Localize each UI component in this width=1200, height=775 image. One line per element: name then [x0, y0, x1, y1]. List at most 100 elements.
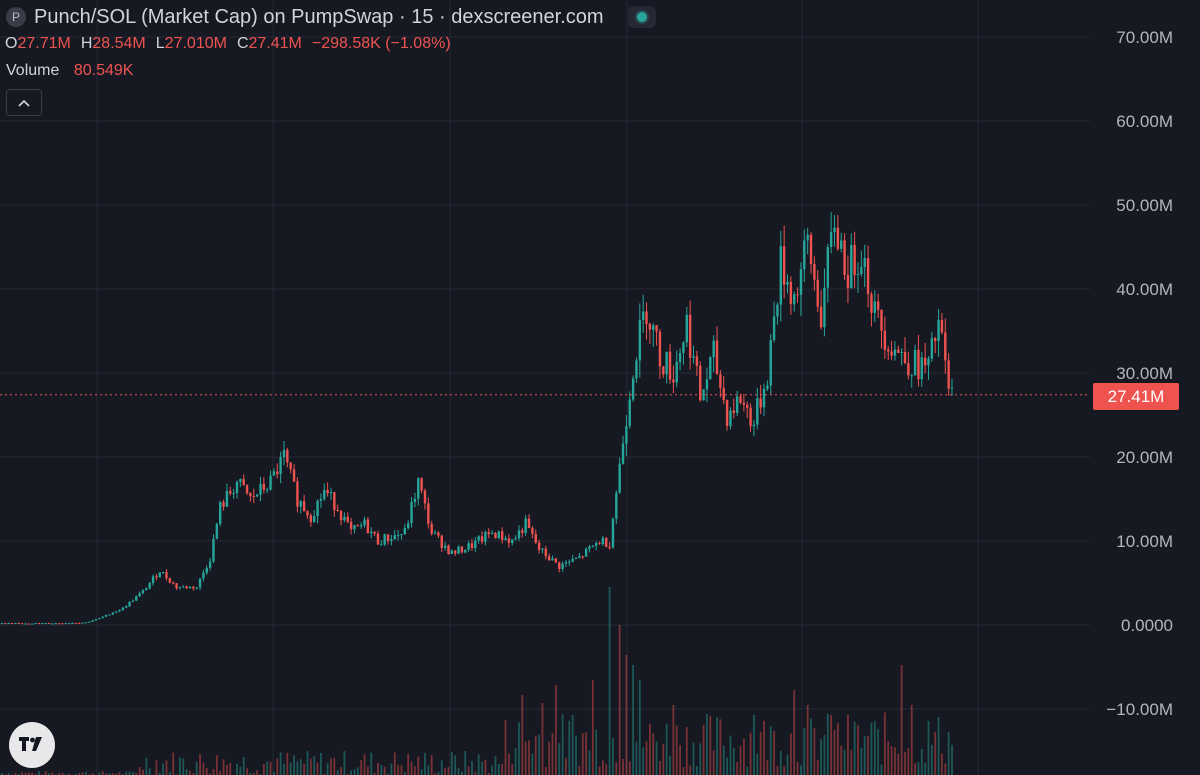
volume-bar: [531, 753, 534, 775]
candle-body: [88, 621, 91, 623]
candle-body: [537, 542, 541, 550]
volume-bar: [897, 753, 900, 775]
ohlc-legend: O 27.71M H 28.54M L 27.010M C 27.41M −29…: [5, 35, 461, 53]
candle-body: [353, 525, 356, 530]
volume-bar: [242, 757, 245, 775]
candle-body: [809, 234, 813, 265]
candle-body: [806, 234, 809, 241]
volume-bar: [111, 773, 114, 775]
candle-body: [57, 623, 61, 625]
candle-body: [605, 537, 608, 548]
volume-bar: [890, 746, 893, 775]
volume-bar: [155, 760, 158, 775]
candle-body: [913, 349, 917, 376]
volume-bar: [397, 764, 400, 775]
volume-bar: [635, 741, 638, 775]
volume-bar: [44, 771, 47, 775]
candle-body: [655, 325, 658, 332]
candle-body: [883, 330, 887, 350]
volume-bar: [766, 759, 769, 775]
candle-body: [685, 314, 689, 343]
volume-bar: [460, 771, 463, 775]
tradingview-logo-icon[interactable]: [9, 722, 55, 768]
volume-bar: [484, 759, 487, 775]
volume-legend: Volume 80.549K: [6, 62, 133, 80]
volume-bar: [947, 731, 950, 775]
volume-bar: [618, 625, 621, 775]
candle-body: [558, 562, 561, 569]
volume-bar: [31, 772, 34, 775]
volume-bar: [927, 720, 930, 775]
high-value: 28.54M: [92, 35, 146, 52]
candle-body: [84, 622, 88, 624]
candle-body: [326, 490, 329, 494]
volume-bar: [209, 773, 212, 775]
volume-bar: [61, 772, 64, 775]
y-tick-label: 40.00M: [1116, 280, 1173, 299]
volume-bar: [588, 750, 591, 775]
volume-bar: [162, 763, 165, 775]
volume-bar: [306, 750, 309, 775]
volume-bar: [360, 760, 363, 775]
candle-body: [591, 545, 595, 547]
volume-bar: [189, 770, 191, 775]
candle-body: [168, 578, 172, 583]
candle-body: [850, 244, 853, 289]
candle-body: [494, 532, 497, 539]
volume-bar: [877, 729, 880, 775]
volume-bar: [393, 752, 396, 775]
volume-bar: [756, 753, 759, 775]
candle-body: [339, 510, 343, 521]
candle-body: [296, 481, 299, 507]
candle-body: [272, 471, 276, 476]
volume-bar: [880, 764, 883, 775]
candle-body: [373, 531, 376, 534]
status-button[interactable]: [627, 6, 656, 28]
candle-body: [561, 563, 564, 569]
candle-body: [692, 356, 695, 358]
volume-bar: [652, 733, 655, 775]
volume-bar: [293, 755, 295, 775]
close-value: 27.41M: [248, 35, 302, 52]
volume-bar: [383, 766, 386, 775]
candle-body: [390, 539, 393, 541]
candle-body: [229, 491, 232, 494]
candle-body: [323, 490, 326, 499]
candle-body: [843, 240, 846, 275]
candle-body: [846, 274, 850, 289]
collapse-legend-button[interactable]: [6, 89, 42, 116]
volume-bar: [487, 772, 490, 775]
volume-bar: [507, 753, 510, 775]
candle-body: [887, 349, 890, 352]
candle-body: [571, 558, 574, 562]
candle-body: [131, 600, 135, 602]
candle-body: [319, 498, 323, 501]
price-axis[interactable]: 70.00M 60.00M 50.00M 40.00M 30.00M 20.00M 10.0…: [1106, 28, 1173, 719]
candle-body: [172, 582, 175, 584]
candle-body: [638, 320, 642, 361]
candle-body: [816, 279, 819, 307]
candle-body: [356, 525, 360, 527]
candle-body: [17, 622, 20, 624]
candle-body: [490, 532, 494, 535]
volume-bar: [816, 759, 819, 775]
volume-bar: [236, 763, 238, 775]
candle-body: [641, 311, 645, 321]
candle-body: [370, 531, 373, 534]
candle-body: [856, 273, 860, 275]
volume-bar: [689, 765, 692, 775]
candle-body: [504, 538, 507, 540]
volume-bar: [887, 741, 890, 775]
candle-body: [541, 548, 544, 550]
volume-bar: [575, 735, 577, 775]
candle-body: [668, 351, 672, 380]
candle-body: [944, 332, 947, 361]
candle-body: [514, 538, 517, 540]
candle-body: [121, 607, 125, 611]
volume-bar: [326, 763, 329, 775]
open-value: 27.71M: [17, 35, 71, 52]
volume-bar: [518, 722, 520, 775]
volume-bar: [789, 733, 792, 775]
volume-bar: [702, 724, 705, 775]
